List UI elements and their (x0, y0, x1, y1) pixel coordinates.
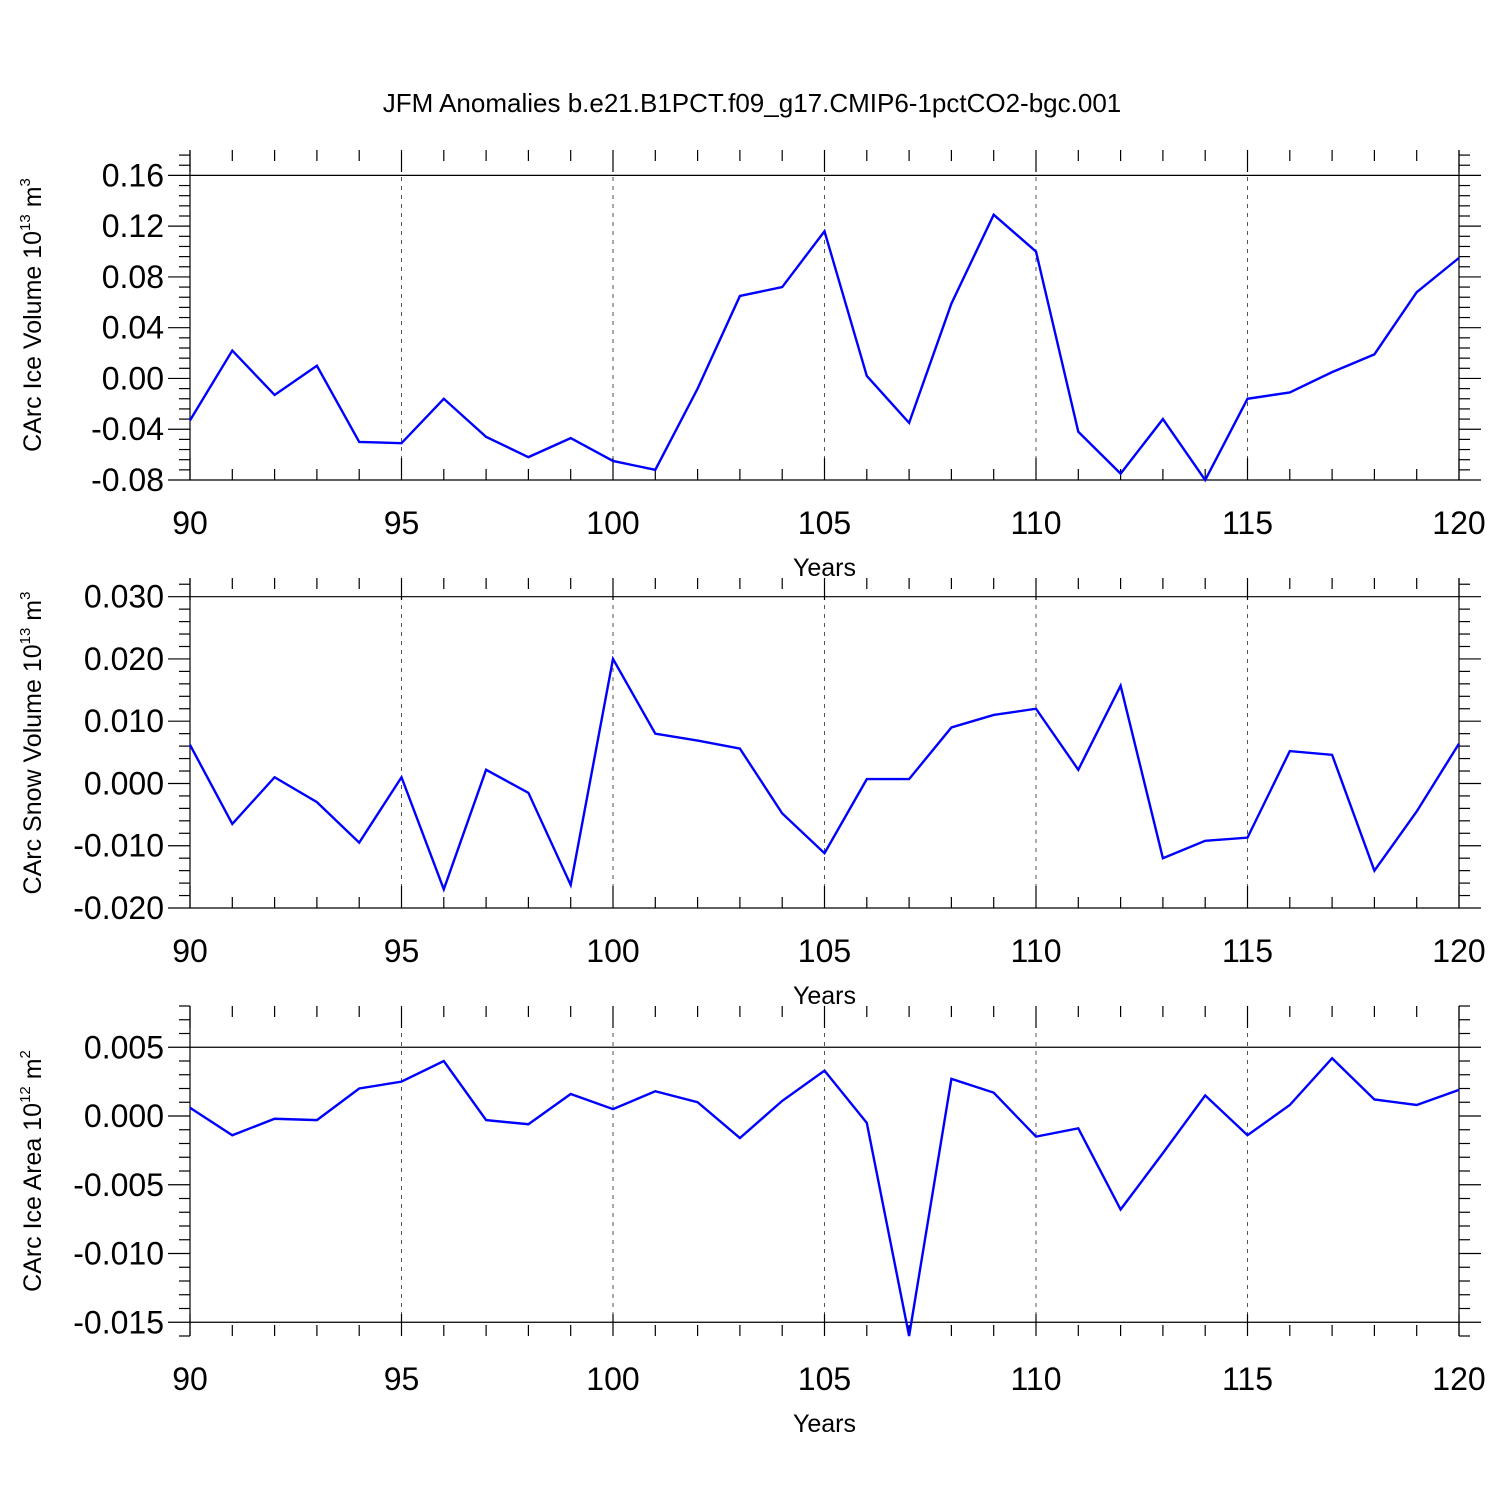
x-tick-label: 105 (798, 505, 851, 541)
x-tick-label: 90 (172, 1361, 208, 1397)
x-tick-label: 90 (172, 505, 208, 541)
y-tick-label: 0.000 (84, 765, 164, 801)
x-tick-label: 115 (1222, 933, 1273, 969)
x-tick-label: 105 (798, 1361, 851, 1397)
y-tick-label: -0.015 (73, 1304, 164, 1340)
x-tick-label: 95 (384, 1361, 420, 1397)
y-tick-label: -0.010 (73, 828, 164, 864)
series-line (188, 655, 1461, 893)
series-line (188, 212, 1460, 483)
y-tick-label: 0.00 (102, 360, 164, 396)
series-line (189, 1056, 1460, 1337)
x-tick-label: 100 (586, 505, 639, 541)
y-axis-label-unit-exponent: 3 (17, 592, 34, 600)
y-tick-label: 0.020 (84, 641, 164, 677)
x-axis-label: Years (793, 1410, 856, 1438)
y-tick-label: -0.04 (91, 411, 164, 447)
y-axis-label-text: CArc Ice Area 10 (19, 1103, 47, 1292)
y-tick-label: -0.08 (91, 462, 164, 498)
panel-2: -0.020 -0.010 0.000 0.010 0.020 0.030 90 95 100 1… (17, 578, 1486, 1010)
y-tick-label: -0.005 (73, 1167, 164, 1203)
figure-title: JFM Anomalies b.e21.B1PCT.f09_g17.CMIP6-… (383, 88, 1122, 118)
y-tick-label: 0.16 (102, 157, 164, 193)
y-axis-label: CArc Ice Area 1012 m2 (17, 1050, 47, 1292)
y-axis-label-unit: m (19, 1058, 47, 1086)
x-tick-label: 120 (1432, 933, 1485, 969)
x-tick-label: 110 (1010, 933, 1061, 969)
x-tick-label: 100 (586, 933, 639, 969)
y-axis-label: CArc Snow Volume 1013 m3 (17, 592, 47, 895)
panels: -0.08 -0.04 0.00 0.04 0.08 0.12 0.16 90 95 100 105… (17, 150, 1486, 1438)
y-tick-label: 0.04 (102, 310, 164, 346)
y-axis-label-unit: m (19, 186, 47, 214)
y-tick-label: -0.010 (73, 1236, 164, 1272)
y-tick-label: 0.010 (84, 703, 164, 739)
y-axis-label-exponent: 13 (17, 628, 34, 645)
x-tick-label: 120 (1432, 1361, 1485, 1397)
x-tick-label: 115 (1222, 1361, 1273, 1397)
y-tick-label: 0.08 (102, 259, 164, 295)
y-axis-label-text: CArc Ice Volume 10 (19, 231, 47, 452)
x-tick-label: 115 (1222, 505, 1273, 541)
panel-1: -0.08 -0.04 0.00 0.04 0.08 0.12 0.16 90 95 100 105… (17, 150, 1486, 582)
x-axis-label: Years (793, 554, 856, 582)
y-tick-label: 0.12 (102, 208, 164, 244)
y-tick-label: 0.005 (84, 1029, 164, 1065)
x-tick-label: 95 (384, 933, 420, 969)
x-tick-label: 100 (586, 1361, 639, 1397)
y-axis-label-exponent: 13 (17, 214, 34, 231)
x-axis-label: Years (793, 982, 856, 1010)
x-tick-label: 90 (172, 933, 208, 969)
x-tick-label: 110 (1010, 1361, 1061, 1397)
x-tick-label: 105 (798, 933, 851, 969)
x-tick-label: 110 (1010, 505, 1061, 541)
y-tick-label: 0.030 (84, 579, 164, 615)
y-axis-label-unit-exponent: 2 (17, 1050, 34, 1058)
x-tick-label: 95 (384, 505, 420, 541)
y-tick-label: 0.000 (84, 1098, 164, 1134)
y-tick-label: -0.020 (73, 890, 164, 926)
y-axis-label-exponent: 12 (17, 1086, 34, 1103)
y-axis-label-text: CArc Snow Volume 10 (19, 644, 47, 894)
y-axis-label-unit: m (19, 600, 47, 628)
y-axis-label: CArc Ice Volume 1013 m3 (17, 178, 47, 452)
panel-3: -0.015 -0.010 -0.005 0.000 0.005 90 95 100 105 11… (17, 1005, 1486, 1438)
x-tick-label: 120 (1432, 505, 1485, 541)
y-axis-label-unit-exponent: 3 (17, 178, 34, 186)
